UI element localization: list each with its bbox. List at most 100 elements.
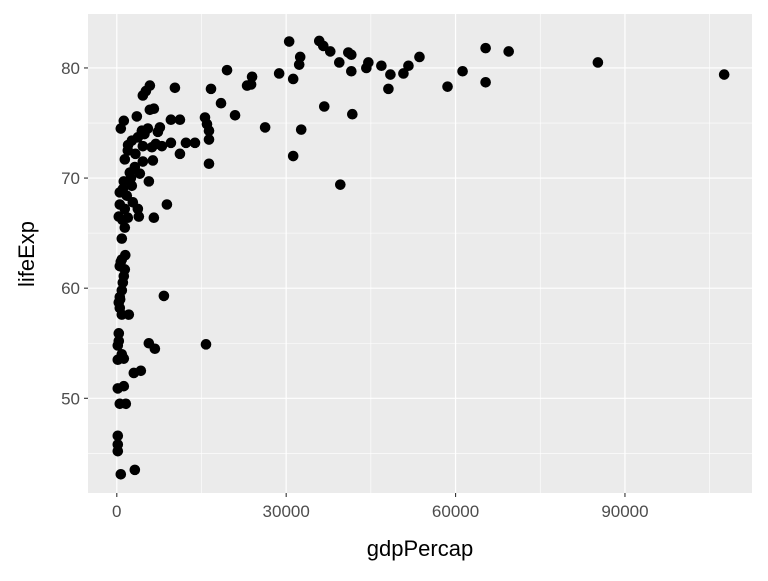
data-point bbox=[283, 36, 295, 47]
data-point bbox=[134, 168, 146, 179]
data-point bbox=[480, 42, 491, 54]
data-point bbox=[361, 62, 372, 74]
data-point bbox=[137, 156, 149, 167]
data-point bbox=[143, 337, 155, 349]
data-point bbox=[205, 83, 217, 95]
data-point bbox=[215, 97, 227, 109]
data-point bbox=[137, 140, 149, 152]
data-point bbox=[125, 172, 137, 184]
data-point bbox=[592, 57, 604, 68]
data-points bbox=[112, 35, 730, 480]
data-point bbox=[115, 468, 127, 480]
data-point bbox=[346, 49, 357, 61]
data-point bbox=[442, 81, 453, 92]
x-axis-title: gdpPercap bbox=[367, 536, 473, 561]
data-point bbox=[143, 176, 155, 187]
y-tick-label: 70 bbox=[61, 169, 80, 188]
data-point bbox=[200, 339, 212, 350]
data-point bbox=[383, 83, 394, 95]
data-point bbox=[503, 46, 514, 57]
data-point bbox=[180, 137, 192, 149]
data-point bbox=[174, 114, 186, 126]
data-point bbox=[139, 128, 150, 140]
data-point bbox=[480, 76, 491, 88]
data-point bbox=[347, 108, 358, 120]
data-point bbox=[132, 203, 144, 215]
x-tick-label: 0 bbox=[112, 502, 121, 521]
data-point bbox=[376, 60, 387, 72]
data-point bbox=[324, 46, 336, 57]
data-point bbox=[119, 203, 131, 215]
data-point bbox=[133, 211, 145, 222]
data-point bbox=[116, 233, 128, 244]
data-point bbox=[414, 51, 425, 63]
data-point bbox=[457, 65, 468, 77]
data-point bbox=[112, 430, 124, 442]
data-point bbox=[147, 155, 159, 166]
data-point bbox=[115, 123, 127, 134]
data-point bbox=[203, 134, 215, 145]
data-point bbox=[131, 111, 143, 122]
x-tick-label: 60000 bbox=[432, 502, 479, 521]
data-point bbox=[158, 290, 170, 302]
data-point bbox=[403, 60, 414, 72]
x-tick-label: 90000 bbox=[601, 502, 648, 521]
data-point bbox=[295, 124, 307, 135]
data-point bbox=[122, 139, 134, 151]
data-point bbox=[118, 353, 130, 364]
y-tick-label: 60 bbox=[61, 279, 80, 298]
data-point bbox=[346, 65, 357, 77]
data-point bbox=[148, 212, 160, 224]
data-point bbox=[259, 122, 271, 133]
data-point bbox=[246, 71, 258, 83]
data-point bbox=[273, 68, 285, 79]
data-point bbox=[169, 82, 181, 94]
x-axis-ticks: 0 30000 60000 90000 bbox=[112, 493, 649, 521]
data-point bbox=[130, 148, 141, 160]
data-point bbox=[114, 293, 126, 305]
data-point bbox=[119, 249, 131, 261]
data-point bbox=[144, 104, 156, 116]
data-point bbox=[123, 309, 135, 320]
data-point bbox=[118, 380, 130, 392]
data-point bbox=[189, 137, 201, 149]
data-point bbox=[165, 137, 177, 149]
data-point bbox=[113, 328, 125, 339]
data-point bbox=[114, 187, 126, 198]
data-point bbox=[112, 340, 124, 351]
data-point bbox=[293, 59, 305, 70]
data-point bbox=[112, 445, 124, 457]
data-point bbox=[126, 180, 138, 192]
y-axis-title: lifeExp bbox=[14, 221, 39, 287]
data-point bbox=[129, 464, 141, 476]
data-point bbox=[318, 101, 330, 112]
data-point bbox=[718, 69, 730, 80]
data-point bbox=[203, 125, 215, 137]
data-point bbox=[117, 277, 129, 288]
data-point bbox=[334, 57, 345, 68]
data-point bbox=[203, 158, 215, 170]
data-point bbox=[161, 199, 173, 210]
y-axis-ticks: 50 60 70 80 bbox=[61, 59, 88, 408]
data-point bbox=[128, 367, 140, 379]
grid-lines bbox=[88, 14, 752, 493]
data-point bbox=[165, 114, 177, 126]
data-point bbox=[241, 80, 253, 91]
data-point bbox=[150, 138, 162, 150]
data-point bbox=[294, 51, 306, 63]
data-point bbox=[174, 148, 186, 160]
y-tick-label: 80 bbox=[61, 59, 80, 78]
data-point bbox=[229, 110, 241, 121]
data-point bbox=[221, 64, 233, 76]
plot-panel bbox=[88, 14, 752, 493]
data-point bbox=[287, 150, 299, 162]
x-tick-label: 30000 bbox=[263, 502, 310, 521]
data-point bbox=[385, 69, 396, 80]
data-point bbox=[335, 179, 346, 190]
data-point bbox=[117, 214, 128, 226]
data-point bbox=[119, 154, 131, 165]
data-point bbox=[152, 126, 164, 138]
data-point bbox=[137, 90, 149, 101]
data-point bbox=[398, 68, 409, 79]
